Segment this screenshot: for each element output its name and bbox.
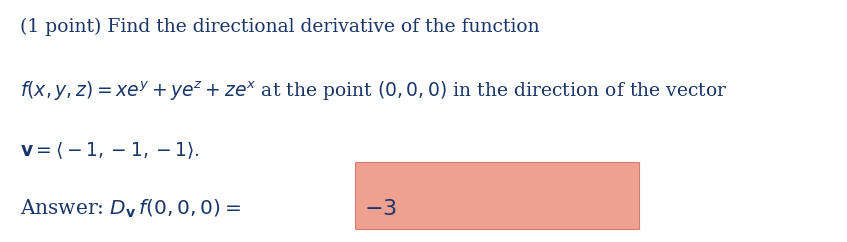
Text: (1 point) Find the directional derivative of the function: (1 point) Find the directional derivativ… (20, 17, 540, 36)
Text: $\mathbf{v} = \langle -1, -1, -1 \rangle.$: $\mathbf{v} = \langle -1, -1, -1 \rangle… (20, 140, 200, 161)
Text: $-3$: $-3$ (364, 198, 397, 220)
FancyBboxPatch shape (355, 162, 639, 229)
Text: Answer: $D_{\mathbf{v}}\, f(0, 0, 0) =$: Answer: $D_{\mathbf{v}}\, f(0, 0, 0) =$ (20, 198, 241, 220)
Text: $f(x, y, z) = xe^{y} + ye^{z} + ze^{x}$ at the point $(0, 0, 0)$ in the directio: $f(x, y, z) = xe^{y} + ye^{z} + ze^{x}$ … (20, 80, 728, 104)
